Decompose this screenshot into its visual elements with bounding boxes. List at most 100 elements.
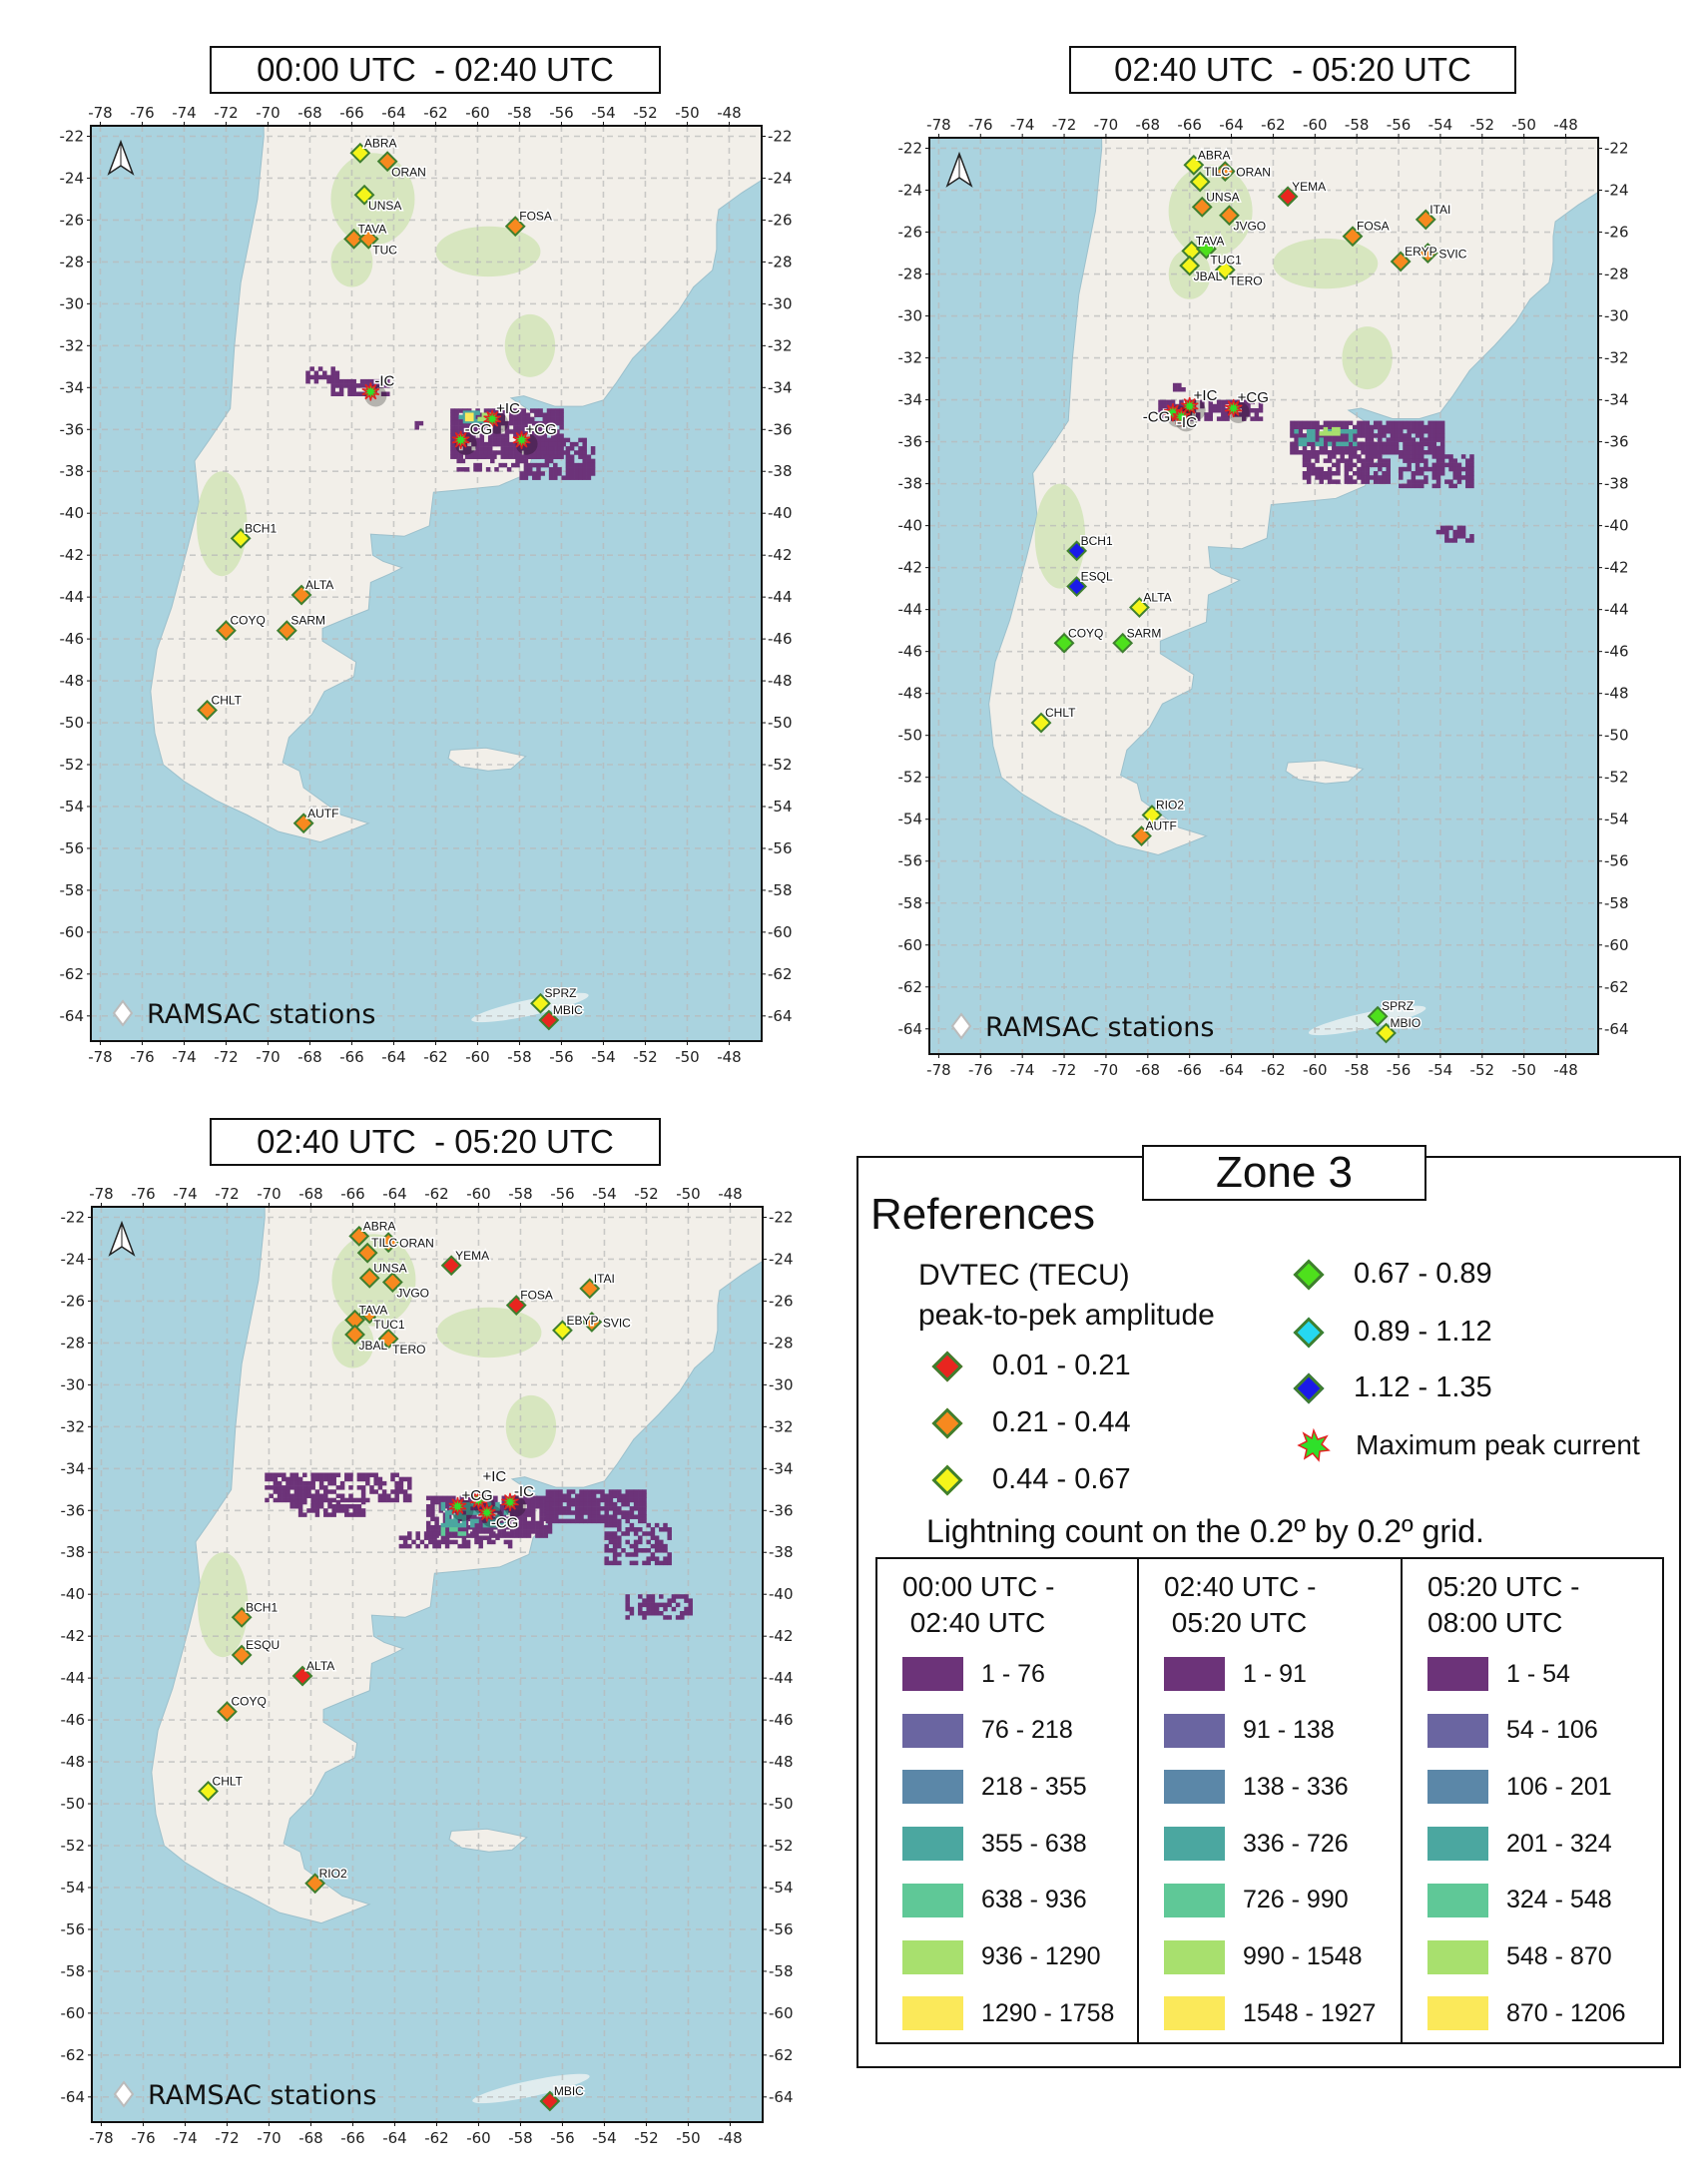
color-swatch <box>902 1770 963 1805</box>
flash-type-label: -CG <box>465 421 493 438</box>
lightning-cell <box>293 1485 299 1490</box>
lightning-cell <box>1315 466 1320 472</box>
lightning-cell <box>542 429 548 434</box>
station-label: BCH1 <box>245 521 277 535</box>
lightning-cell <box>525 425 531 430</box>
lightning-cell <box>663 1548 668 1553</box>
lightning-cell <box>1431 466 1437 472</box>
lon-tick-label-top: -78 <box>926 116 951 134</box>
lightning-cell <box>297 1485 303 1490</box>
lightning-cell <box>535 1503 540 1509</box>
land-antarctic-peninsula <box>471 992 589 1023</box>
station-diamond-icon <box>552 1320 573 1342</box>
lightning-cell <box>1306 437 1312 442</box>
lightning-cell <box>546 408 552 413</box>
lightning-cell <box>498 462 503 468</box>
lightning-cell <box>600 1518 605 1524</box>
lightning-cell <box>1344 445 1350 451</box>
bin-range-label: 1 - 91 <box>1243 1659 1307 1688</box>
lightning-cell <box>440 1501 446 1507</box>
lightning-cell <box>539 1512 544 1517</box>
lightning-cell <box>466 450 472 455</box>
lightning-cell <box>508 454 514 459</box>
lightning-cell <box>466 425 472 430</box>
lightning-count-title: Lightning count on the 0.2º by 0.2º grid… <box>926 1513 1484 1549</box>
lightning-cell <box>1237 399 1243 405</box>
lightning-cell <box>540 441 545 447</box>
lightning-cell <box>1439 428 1445 434</box>
lightning-cell <box>1423 450 1428 455</box>
lightning-cell <box>621 1493 626 1498</box>
lightning-cell <box>1177 386 1182 392</box>
lightning-cell <box>285 1485 290 1490</box>
lightning-cell <box>574 462 579 468</box>
station-label: FOSA <box>1357 220 1390 234</box>
lightning-cell <box>1419 445 1424 451</box>
lat-tick-label-left: -28 <box>898 266 923 283</box>
lightning-cell <box>526 1512 532 1517</box>
lightning-cell <box>536 441 541 447</box>
lightning-cell <box>330 387 335 392</box>
lightning-cell <box>323 1497 328 1503</box>
station-diamond-icon <box>344 1324 365 1346</box>
station-label: TILC <box>371 1236 397 1250</box>
lightning-cell <box>521 429 527 434</box>
lightning-cell <box>1435 424 1441 430</box>
lightning-cell <box>430 1512 435 1517</box>
lightning-cell <box>487 408 493 413</box>
lightning-cell <box>1411 441 1417 447</box>
lightning-cell <box>464 412 470 417</box>
lightning-cell <box>314 1472 320 1477</box>
lightning-cell <box>411 1539 416 1545</box>
station-label: TAVA <box>1196 234 1225 248</box>
lightning-cell <box>1340 420 1345 426</box>
lightning-cell <box>604 1535 609 1540</box>
lightning-cell <box>1332 462 1337 468</box>
lightning-cell <box>454 446 459 451</box>
lightning-cell <box>418 420 424 426</box>
lightning-cell <box>1469 479 1474 484</box>
dvtec-title-line1: DVTEC (TECU) <box>918 1259 1130 1292</box>
lightning-cell <box>1448 462 1453 468</box>
lightning-cell <box>1369 433 1375 438</box>
lightning-cell <box>496 412 501 417</box>
lightning-cell <box>347 378 352 384</box>
lightning-cell <box>1444 529 1449 535</box>
lightning-cell <box>1254 412 1260 417</box>
lightning-cell <box>591 1514 597 1519</box>
lightning-cell <box>480 1529 486 1534</box>
lightning-cell <box>638 1602 643 1608</box>
lightning-cell <box>523 475 529 480</box>
lightning-cell <box>501 1499 507 1505</box>
lightning-cell <box>1212 407 1218 413</box>
lightning-bin: 936 - 1290 <box>902 1939 1101 1974</box>
lightning-cell <box>1306 466 1312 472</box>
lon-tick-label-top: -48 <box>717 104 742 122</box>
lightning-cell <box>1242 416 1247 421</box>
lightning-cell <box>323 1485 328 1490</box>
lightning-cell <box>667 1556 672 1561</box>
station-diamond-icon <box>231 1606 253 1628</box>
lightning-cell <box>1208 403 1214 409</box>
lightning-cell <box>1435 479 1441 484</box>
bin-range-label: 218 - 355 <box>981 1772 1087 1801</box>
lightning-cell <box>414 425 419 430</box>
lightning-cell <box>604 1548 609 1553</box>
lightning-cell <box>487 425 493 430</box>
lightning-bin: 54 - 106 <box>1427 1713 1598 1748</box>
lightning-cell <box>402 1489 408 1494</box>
lightning-cell <box>1298 450 1304 455</box>
station-diamond-icon <box>377 1232 399 1254</box>
lightning-cell <box>450 429 455 434</box>
lightning-cell <box>559 416 564 422</box>
lat-tick-label-right: -64 <box>1604 1020 1629 1038</box>
lightning-cell <box>462 429 468 434</box>
lightning-cell <box>513 412 518 417</box>
lightning-cell <box>313 370 319 376</box>
lightning-cell <box>555 408 560 413</box>
lightning-cell <box>289 1480 294 1486</box>
lightning-cell <box>535 1520 540 1526</box>
lightning-cell <box>1311 454 1316 459</box>
lon-tick-label-bottom: -56 <box>549 1048 574 1066</box>
lightning-cell <box>482 1535 488 1540</box>
